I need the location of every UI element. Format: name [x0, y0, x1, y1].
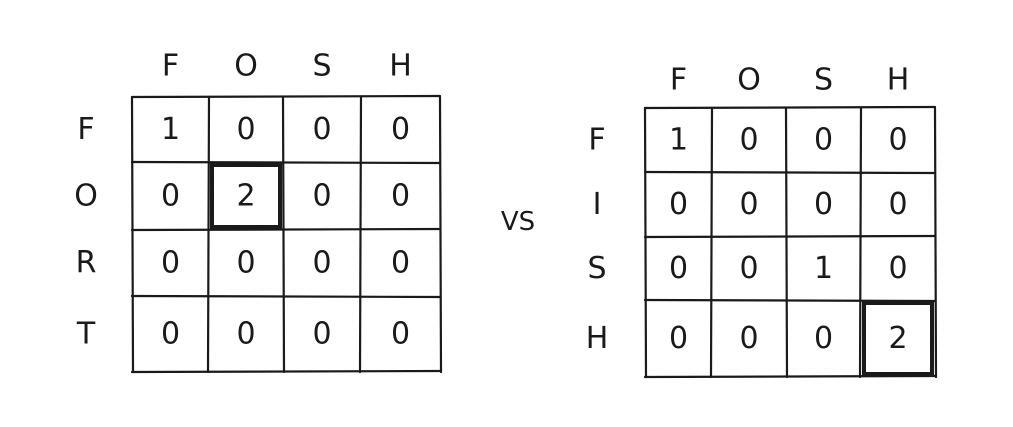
grid-0-row-header: R [76, 246, 97, 281]
grid-0-horizontal-line [130, 294, 442, 299]
grid-1-column-header: F [670, 63, 687, 98]
grid-1-cell-value: 1 [669, 123, 688, 158]
grid-0-vertical-line [358, 95, 363, 374]
grid-1-horizontal-line [643, 170, 937, 175]
grid-0-cell-value: 0 [391, 179, 410, 214]
grid-1-vertical-line [709, 106, 714, 379]
grid-1-column-header: S [814, 63, 833, 98]
grid-1-vertical-line [933, 106, 938, 379]
grid-1-horizontal-line [643, 105, 937, 110]
grid-1-cell-value: 0 [669, 321, 688, 356]
grid-1-cell-value: 0 [669, 251, 688, 286]
grid-0-cell-value: 0 [236, 112, 255, 147]
grid-0-cell-value: 0 [391, 317, 410, 352]
grid-1-cell-value: 0 [669, 187, 688, 222]
grid-1-cell-value: 1 [814, 251, 833, 286]
grid-0-cell-value: 0 [161, 317, 180, 352]
grid-0-cell-value: 0 [312, 179, 331, 214]
grid-1-vertical-line [643, 106, 648, 379]
grid-0-cell-value: 0 [161, 246, 180, 281]
grid-0-cell-value: 0 [236, 317, 255, 352]
grid-0-horizontal-line [130, 94, 442, 99]
grid-0-row-header: F [77, 112, 94, 147]
grid-0-cell-value: 1 [161, 112, 180, 147]
grid-0-cell-value: 0 [312, 246, 331, 281]
grid-0-vertical-line [281, 95, 286, 374]
grid-0-cell-value: 0 [312, 317, 331, 352]
grid-0-vertical-line [438, 95, 443, 374]
grid-0-horizontal-line [130, 369, 442, 374]
grid-1-cell-value: 0 [739, 123, 758, 158]
grid-0-cell-value: 0 [236, 246, 255, 281]
grid-0-cell-value: 0 [391, 112, 410, 147]
grid-0-row-header: T [76, 317, 96, 352]
grid-0-horizontal-line [130, 160, 442, 165]
grid-1-cell-value: 0 [739, 187, 758, 222]
grid-0-vertical-line [206, 95, 211, 374]
grid-1-row-header: H [586, 321, 609, 356]
grid-1-cell-value: 0 [739, 251, 758, 286]
grid-1-horizontal-line [643, 374, 937, 379]
grid-1-column-header: O [737, 63, 761, 98]
grid-1-cell-value: 2 [888, 321, 907, 356]
grid-0-cell-value: 0 [312, 112, 331, 147]
grid-1-horizontal-line [643, 298, 937, 303]
grid-0-horizontal-line [130, 227, 442, 232]
grid-1-cell-value: 0 [814, 187, 833, 222]
grid-0-row-header: O [74, 179, 98, 214]
grid-0-vertical-line [130, 95, 135, 374]
grid-1-row-header: I [593, 187, 602, 222]
vs-label: VS [501, 207, 535, 237]
grid-1-vertical-line [784, 106, 789, 379]
grid-1-cell-value: 0 [888, 187, 907, 222]
grid-1-cell-value: 0 [888, 251, 907, 286]
grid-1-cell-value: 0 [814, 321, 833, 356]
grid-1-cell-value: 0 [814, 123, 833, 158]
grid-0-cell-value: 0 [161, 179, 180, 214]
grid-1-row-header: S [587, 251, 606, 286]
grid-0-cell-value: 2 [236, 179, 255, 214]
grid-1-cell-value: 0 [888, 123, 907, 158]
grid-0-column-header: F [162, 49, 179, 84]
grid-1-vertical-line [858, 106, 863, 379]
grid-0-highlighted-cell-box [210, 163, 282, 229]
grid-0-column-header: H [389, 49, 412, 84]
grid-0-column-header: O [234, 49, 258, 84]
grid-1-column-header: H [887, 63, 910, 98]
grid-1-horizontal-line [643, 234, 937, 239]
grid-0-column-header: S [312, 49, 331, 84]
grid-1-row-header: F [588, 123, 605, 158]
grid-0-cell-value: 0 [391, 246, 410, 281]
grid-1-highlighted-cell-box [862, 301, 934, 376]
grid-1-cell-value: 0 [739, 321, 758, 356]
